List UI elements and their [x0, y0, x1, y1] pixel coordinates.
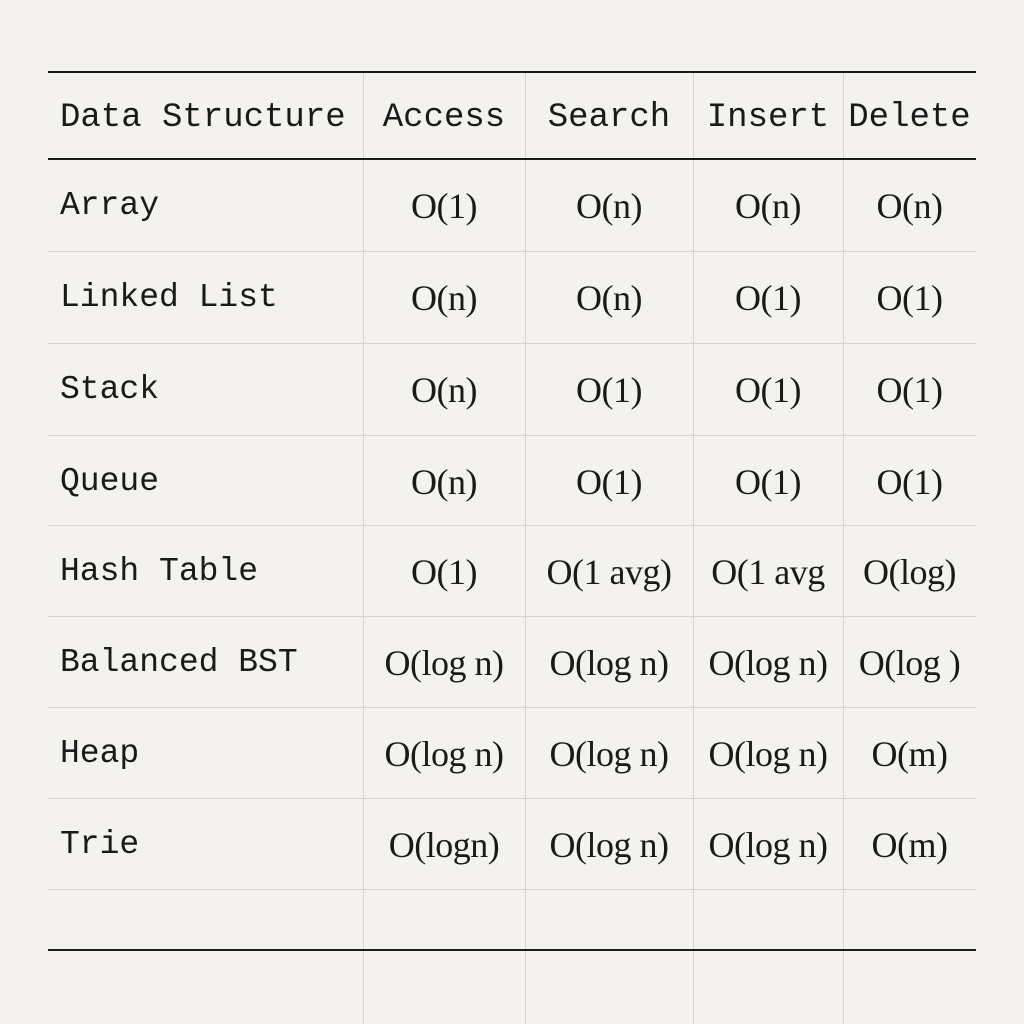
row-divider — [48, 525, 976, 526]
table-cell: O(n) — [411, 277, 477, 318]
table-cell: O(1) — [735, 277, 801, 318]
column-header: Insert — [706, 98, 830, 137]
table-cell: O(1) — [876, 277, 943, 318]
table-cell: O(log n) — [708, 824, 828, 865]
table-cell: O(1 avg) — [546, 551, 672, 592]
table-cell: O(1) — [411, 551, 477, 592]
column-divider — [363, 72, 364, 1024]
row-label: Linked List — [60, 279, 278, 316]
table-cell: O(log ) — [858, 642, 961, 683]
row-label: Stack — [60, 371, 160, 408]
column-divider — [525, 72, 526, 1024]
row-divider — [48, 343, 976, 344]
column-divider — [843, 72, 844, 1024]
row-label: Heap — [60, 735, 140, 772]
column-header: Data Structure — [60, 98, 346, 137]
row-divider — [48, 889, 976, 890]
row-label: Trie — [60, 826, 140, 863]
table-top-rule — [48, 71, 976, 73]
table-cell: O(log n) — [549, 824, 669, 865]
table-cell: O(1) — [876, 461, 943, 502]
table-cell: O(log n) — [549, 642, 669, 683]
table-cell: O(1) — [735, 369, 801, 410]
table-cell: O(m) — [871, 824, 948, 865]
table-cell: O(log n) — [708, 642, 828, 683]
column-header: Access — [382, 98, 506, 137]
row-label: Balanced BST — [60, 644, 298, 681]
row-divider — [48, 616, 976, 617]
table-cell: O(1) — [876, 369, 943, 410]
table-cell: O(log n) — [549, 733, 669, 774]
row-label: Queue — [60, 463, 160, 500]
table-cell: O(n) — [411, 369, 477, 410]
row-divider — [48, 435, 976, 436]
column-header: Search — [547, 98, 671, 137]
row-divider — [48, 798, 976, 799]
table-cell: O(m) — [871, 733, 948, 774]
table-cell: O(logn) — [388, 824, 500, 865]
column-header: Delete — [848, 98, 971, 137]
table-cell: O(1) — [576, 461, 642, 502]
table-cell: O(log n) — [384, 642, 504, 683]
table-bottom-rule — [48, 949, 976, 951]
table-cell: O(log n) — [708, 733, 828, 774]
table-cell: O(1 avg — [711, 551, 825, 592]
row-label: Hash Table — [60, 553, 259, 590]
row-label: Array — [60, 187, 160, 224]
table-cell: O(n) — [576, 185, 642, 226]
row-divider — [48, 707, 976, 708]
row-divider — [48, 251, 976, 252]
table-cell: O(1) — [576, 369, 642, 410]
table-cell: O(n) — [876, 185, 943, 226]
table-cell: O(n) — [576, 277, 642, 318]
column-divider — [693, 72, 694, 1024]
table-cell: O(n) — [735, 185, 801, 226]
table-cell: O(1) — [411, 185, 477, 226]
table-cell: O(1) — [735, 461, 801, 502]
header-rule — [48, 158, 976, 160]
table-cell: O(log n) — [384, 733, 504, 774]
table-cell: O(n) — [411, 461, 477, 502]
table-cell: O(log) — [863, 551, 956, 592]
